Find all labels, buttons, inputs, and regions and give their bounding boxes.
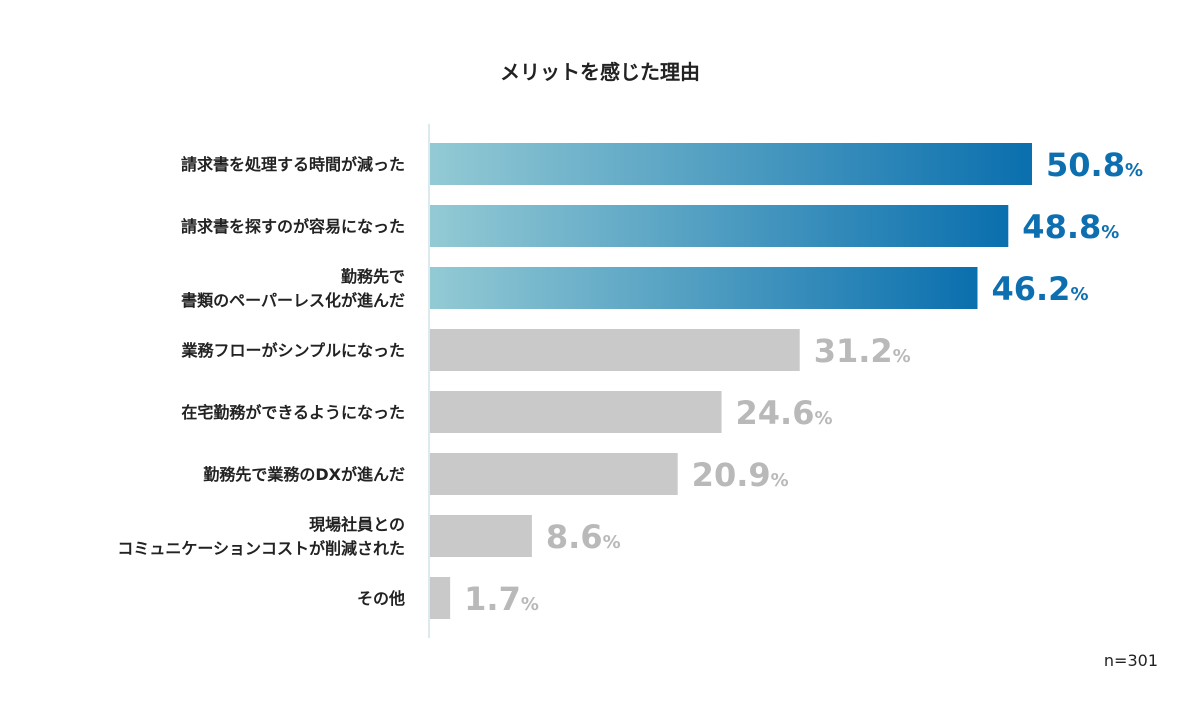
value-label-8: 1.7% xyxy=(464,580,539,618)
category-label-6: 勤務先で業務のDXが進んだ xyxy=(203,465,405,484)
bar-3 xyxy=(430,267,978,309)
bar-5 xyxy=(430,391,722,433)
sample-size: n=301 xyxy=(1104,651,1158,670)
category-label-7: 現場社員とのコミュニケーションコストが削減された xyxy=(117,515,405,558)
bar-2 xyxy=(430,205,1009,247)
bar-6 xyxy=(430,453,678,495)
chart-title: メリットを感じた理由 xyxy=(500,60,700,84)
category-label-2: 請求書を探すのが容易になった xyxy=(181,217,405,236)
value-label-6: 20.9% xyxy=(692,456,789,494)
value-label-3: 46.2% xyxy=(991,270,1088,308)
value-label-7: 8.6% xyxy=(546,518,621,556)
value-labels: 50.8% 48.8% 46.2% 31.2% 24.6% 20.9% 8.6%1.7% xyxy=(464,146,1143,618)
category-label-3: 勤務先で書類のペーパーレス化が進んだ xyxy=(181,267,405,310)
value-label-1: 50.8% xyxy=(1046,146,1143,184)
bars xyxy=(430,143,1032,619)
value-label-5: 24.6% xyxy=(736,394,833,432)
value-label-4: 31.2% xyxy=(814,332,911,370)
category-label-8: その他 xyxy=(357,589,405,608)
bar-1 xyxy=(430,143,1032,185)
bar-7 xyxy=(430,515,532,557)
bar-8 xyxy=(430,577,451,619)
value-label-2: 48.8% xyxy=(1022,208,1119,246)
bar-4 xyxy=(430,329,800,371)
category-label-4: 業務フローがシンプルになった xyxy=(180,341,405,360)
category-labels: 請求書を処理する時間が減った請求書を探すのが容易になった勤務先で書類のペーパーレ… xyxy=(117,155,405,608)
category-label-1: 請求書を処理する時間が減った xyxy=(181,155,405,174)
category-label-5: 在宅勤務ができるようになった xyxy=(181,403,405,422)
